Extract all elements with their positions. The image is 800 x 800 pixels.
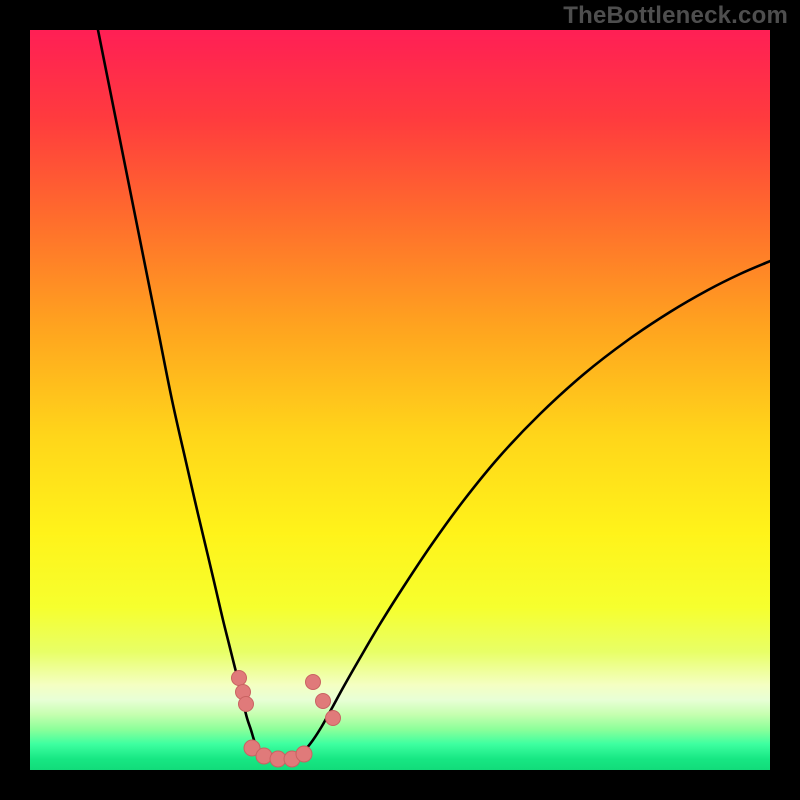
data-marker <box>306 675 321 690</box>
curve-left <box>96 30 280 760</box>
data-marker <box>296 746 312 762</box>
chart-svg <box>30 30 770 770</box>
watermark-text: TheBottleneck.com <box>563 2 788 30</box>
data-marker <box>326 711 341 726</box>
data-marker <box>232 671 247 686</box>
data-marker <box>316 694 331 709</box>
data-marker <box>239 697 254 712</box>
plot-area <box>30 30 770 770</box>
data-marker <box>256 748 272 764</box>
curve-right <box>280 258 770 760</box>
